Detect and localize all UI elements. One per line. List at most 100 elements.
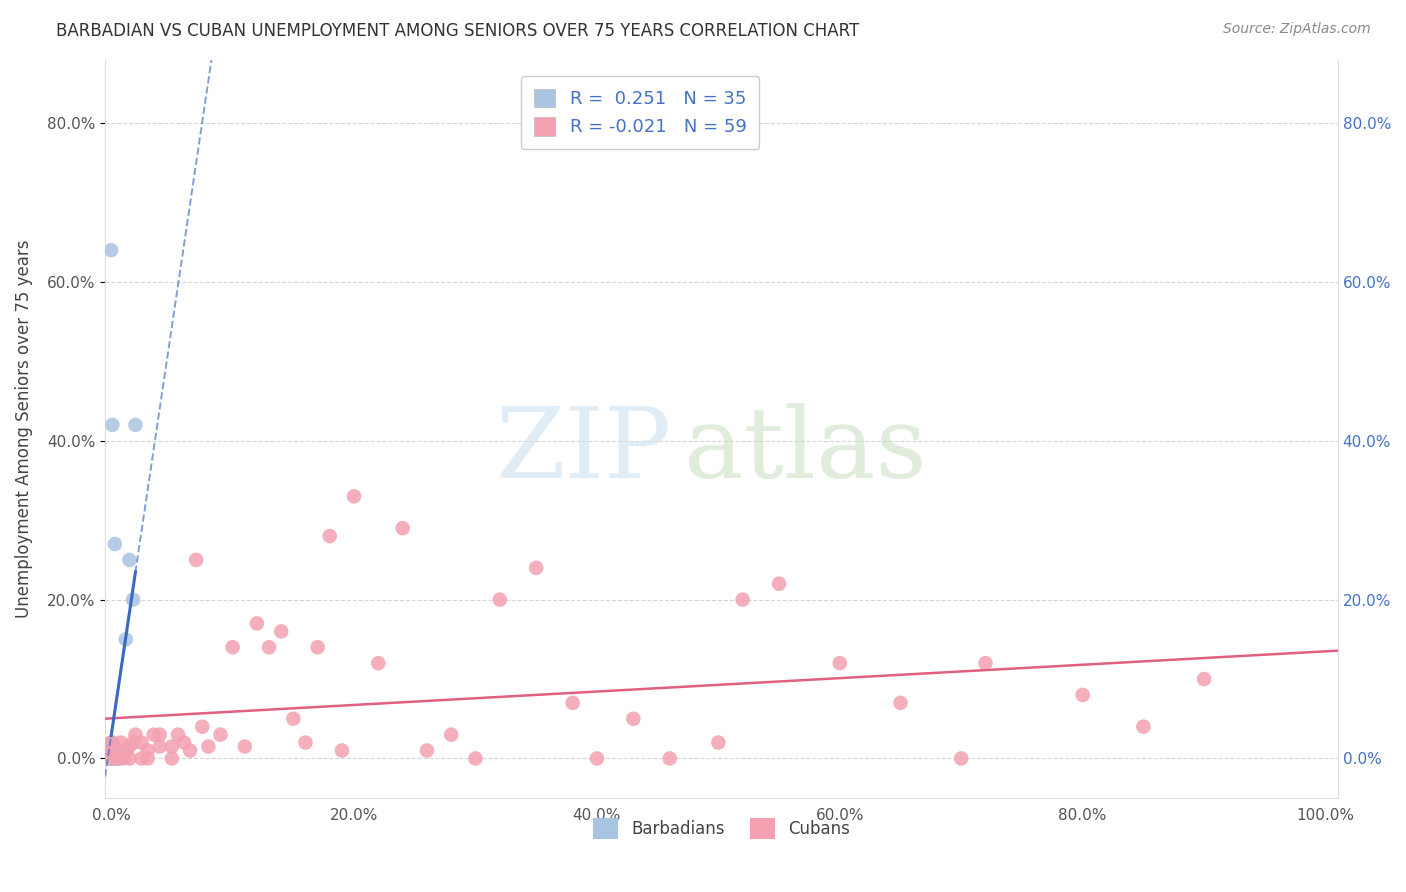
Point	[103, 743, 125, 757]
Point	[197, 739, 219, 754]
Point	[111, 743, 134, 757]
Y-axis label: Unemployment Among Seniors over 75 years: Unemployment Among Seniors over 75 years	[15, 240, 32, 618]
Point	[367, 656, 389, 670]
Point	[136, 751, 159, 765]
Point	[100, 743, 122, 757]
Point	[191, 720, 214, 734]
Point	[100, 743, 122, 757]
Point	[105, 747, 128, 762]
Point	[112, 751, 135, 765]
Point	[257, 640, 280, 655]
Point	[343, 489, 366, 503]
Point	[233, 739, 256, 754]
Point	[101, 751, 124, 765]
Point	[586, 751, 609, 765]
Point	[118, 751, 141, 765]
Point	[1071, 688, 1094, 702]
Text: ZIP: ZIP	[496, 403, 672, 499]
Point	[149, 728, 172, 742]
Point	[124, 728, 146, 742]
Point	[464, 751, 486, 765]
Point	[131, 735, 153, 749]
Point	[114, 632, 136, 647]
Point	[104, 743, 127, 757]
Point	[768, 576, 790, 591]
Point	[1192, 672, 1215, 686]
Point	[103, 747, 125, 762]
Point	[104, 537, 127, 551]
Point	[658, 751, 681, 765]
Point	[105, 747, 128, 762]
Point	[209, 728, 232, 742]
Legend: Barbadians, Cubans: Barbadians, Cubans	[586, 812, 856, 846]
Point	[107, 751, 129, 765]
Point	[100, 739, 122, 754]
Point	[100, 743, 122, 757]
Point	[149, 739, 172, 754]
Point	[142, 728, 165, 742]
Point	[101, 735, 124, 749]
Point	[186, 553, 208, 567]
Point	[104, 751, 127, 765]
Point	[307, 640, 329, 655]
Point	[731, 592, 754, 607]
Point	[270, 624, 292, 639]
Point	[950, 751, 973, 765]
Point	[105, 751, 128, 765]
Point	[179, 743, 201, 757]
Point	[330, 743, 353, 757]
Point	[283, 712, 305, 726]
Point	[104, 747, 127, 762]
Point	[124, 417, 146, 432]
Point	[101, 417, 124, 432]
Point	[1132, 720, 1154, 734]
Point	[110, 747, 132, 762]
Point	[100, 751, 122, 765]
Text: BARBADIAN VS CUBAN UNEMPLOYMENT AMONG SENIORS OVER 75 YEARS CORRELATION CHART: BARBADIAN VS CUBAN UNEMPLOYMENT AMONG SE…	[56, 22, 859, 40]
Point	[114, 743, 136, 757]
Point	[100, 747, 122, 762]
Point	[122, 735, 145, 749]
Point	[561, 696, 583, 710]
Point	[105, 751, 128, 765]
Point	[889, 696, 911, 710]
Point	[391, 521, 413, 535]
Point	[122, 592, 145, 607]
Point	[110, 735, 132, 749]
Point	[488, 592, 510, 607]
Point	[319, 529, 342, 543]
Point	[173, 735, 195, 749]
Point	[101, 739, 124, 754]
Point	[118, 739, 141, 754]
Point	[100, 751, 122, 765]
Point	[100, 243, 122, 257]
Point	[246, 616, 269, 631]
Point	[100, 735, 122, 749]
Point	[105, 751, 128, 765]
Point	[524, 561, 547, 575]
Point	[160, 751, 183, 765]
Point	[100, 751, 122, 765]
Point	[294, 735, 316, 749]
Point	[100, 735, 122, 749]
Text: Source: ZipAtlas.com: Source: ZipAtlas.com	[1223, 22, 1371, 37]
Point	[101, 747, 124, 762]
Point	[416, 743, 439, 757]
Point	[440, 728, 463, 742]
Point	[621, 712, 644, 726]
Point	[828, 656, 851, 670]
Point	[707, 735, 730, 749]
Point	[103, 739, 125, 754]
Point	[221, 640, 243, 655]
Text: atlas: atlas	[685, 403, 927, 499]
Point	[100, 751, 122, 765]
Point	[101, 751, 124, 765]
Point	[160, 739, 183, 754]
Point	[974, 656, 997, 670]
Point	[131, 751, 153, 765]
Point	[167, 728, 190, 742]
Point	[118, 553, 141, 567]
Point	[101, 743, 124, 757]
Point	[136, 743, 159, 757]
Point	[100, 751, 122, 765]
